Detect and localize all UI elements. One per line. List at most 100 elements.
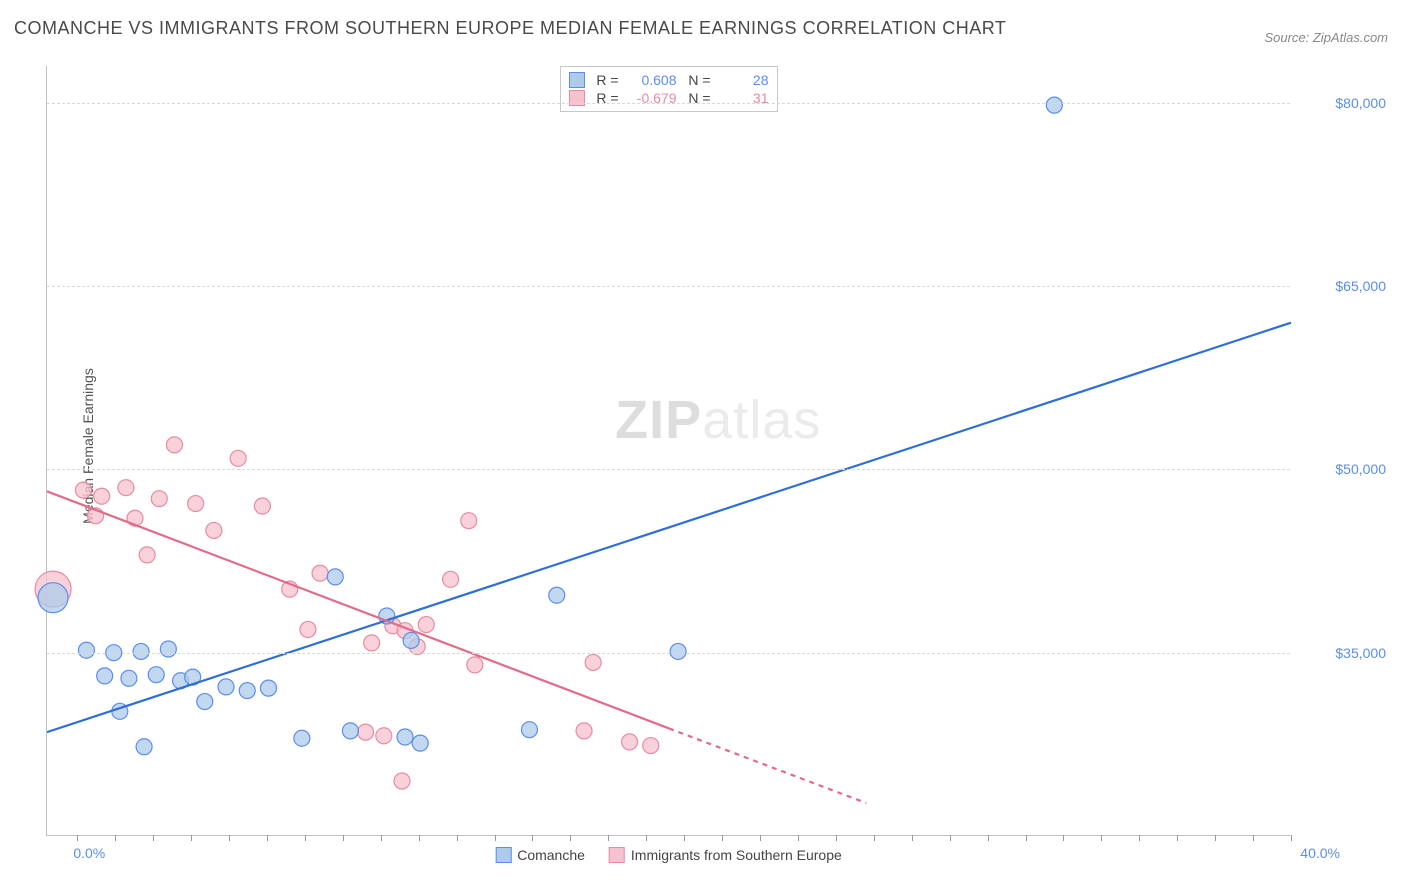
x-tick — [1291, 835, 1292, 841]
legend-swatch-comanche-icon — [495, 847, 511, 863]
chart-container: COMANCHE VS IMMIGRANTS FROM SOUTHERN EUR… — [0, 0, 1406, 892]
x-tick — [912, 835, 913, 841]
scatter-point — [188, 496, 204, 512]
plot-area: ZIPatlas R = 0.608 N = 28 R = -0.679 N =… — [46, 66, 1290, 836]
scatter-point — [94, 488, 110, 504]
scatter-point — [78, 642, 94, 658]
x-tick — [1253, 835, 1254, 841]
y-tick-label: $50,000 — [1335, 461, 1386, 477]
n-label: N = — [683, 72, 711, 88]
scatter-point — [136, 739, 152, 755]
scatter-point — [376, 728, 392, 744]
scatter-point — [403, 632, 419, 648]
y-tick-label: $35,000 — [1335, 645, 1386, 661]
x-tick — [836, 835, 837, 841]
x-tick — [115, 835, 116, 841]
scatter-point — [139, 547, 155, 563]
x-tick — [1139, 835, 1140, 841]
scatter-point — [300, 621, 316, 637]
stats-row-immigrants: R = -0.679 N = 31 — [569, 89, 769, 107]
legend-label-immigrants: Immigrants from Southern Europe — [631, 847, 842, 863]
scatter-point — [148, 667, 164, 683]
x-tick-label: 40.0% — [1300, 845, 1340, 861]
x-tick — [1215, 835, 1216, 841]
x-tick — [570, 835, 571, 841]
x-tick — [457, 835, 458, 841]
x-tick — [760, 835, 761, 841]
gridline — [47, 286, 1290, 287]
scatter-point — [394, 773, 410, 789]
source-label: Source: ZipAtlas.com — [1264, 30, 1388, 45]
legend-item-comanche: Comanche — [495, 847, 585, 863]
x-tick — [153, 835, 154, 841]
x-tick — [419, 835, 420, 841]
legend-label-comanche: Comanche — [517, 847, 585, 863]
scatter-point — [121, 670, 137, 686]
r-label: R = — [591, 72, 619, 88]
scatter-point — [549, 587, 565, 603]
x-tick — [798, 835, 799, 841]
scatter-point — [397, 729, 413, 745]
x-tick — [532, 835, 533, 841]
scatter-point — [197, 694, 213, 710]
scatter-point — [643, 738, 659, 754]
scatter-point — [239, 683, 255, 699]
scatter-point — [166, 437, 182, 453]
scatter-point — [294, 730, 310, 746]
scatter-point — [133, 643, 149, 659]
scatter-point — [358, 724, 374, 740]
gridline — [47, 653, 1290, 654]
scatter-point — [38, 583, 68, 613]
n-value-comanche: 28 — [717, 72, 769, 88]
legend-item-immigrants: Immigrants from Southern Europe — [609, 847, 842, 863]
scatter-point — [230, 450, 246, 466]
swatch-comanche-icon — [569, 72, 585, 88]
scatter-point — [254, 498, 270, 514]
x-tick — [1063, 835, 1064, 841]
scatter-point — [443, 571, 459, 587]
y-tick-label: $65,000 — [1335, 278, 1386, 294]
legend-swatch-immigrants-icon — [609, 847, 625, 863]
trend-line — [47, 323, 1291, 732]
x-tick — [1101, 835, 1102, 841]
scatter-point — [97, 668, 113, 684]
scatter-point — [312, 565, 328, 581]
trend-line — [47, 491, 669, 728]
scatter-point — [622, 734, 638, 750]
gridline — [47, 103, 1290, 104]
scatter-point — [364, 635, 380, 651]
scatter-point — [218, 679, 234, 695]
x-tick — [381, 835, 382, 841]
x-tick — [1026, 835, 1027, 841]
x-tick — [1177, 835, 1178, 841]
x-tick — [77, 835, 78, 841]
x-tick — [988, 835, 989, 841]
scatter-point — [576, 723, 592, 739]
scatter-point — [418, 617, 434, 633]
plot-svg — [47, 66, 1290, 835]
scatter-point — [670, 643, 686, 659]
x-tick — [874, 835, 875, 841]
scatter-point — [206, 522, 222, 538]
scatter-point — [151, 491, 167, 507]
x-tick — [646, 835, 647, 841]
x-tick — [684, 835, 685, 841]
x-tick — [343, 835, 344, 841]
gridline — [47, 469, 1290, 470]
scatter-point — [467, 657, 483, 673]
r-value-comanche: 0.608 — [625, 72, 677, 88]
trend-line — [669, 728, 866, 803]
scatter-point — [118, 480, 134, 496]
legend-bottom: Comanche Immigrants from Southern Europe — [495, 847, 842, 863]
scatter-point — [260, 680, 276, 696]
scatter-point — [1046, 97, 1062, 113]
stats-legend-box: R = 0.608 N = 28 R = -0.679 N = 31 — [560, 66, 778, 112]
x-tick — [267, 835, 268, 841]
x-tick — [950, 835, 951, 841]
y-tick-label: $80,000 — [1335, 95, 1386, 111]
scatter-point — [75, 482, 91, 498]
scatter-point — [585, 654, 601, 670]
scatter-point — [342, 723, 358, 739]
stats-row-comanche: R = 0.608 N = 28 — [569, 71, 769, 89]
scatter-point — [160, 641, 176, 657]
